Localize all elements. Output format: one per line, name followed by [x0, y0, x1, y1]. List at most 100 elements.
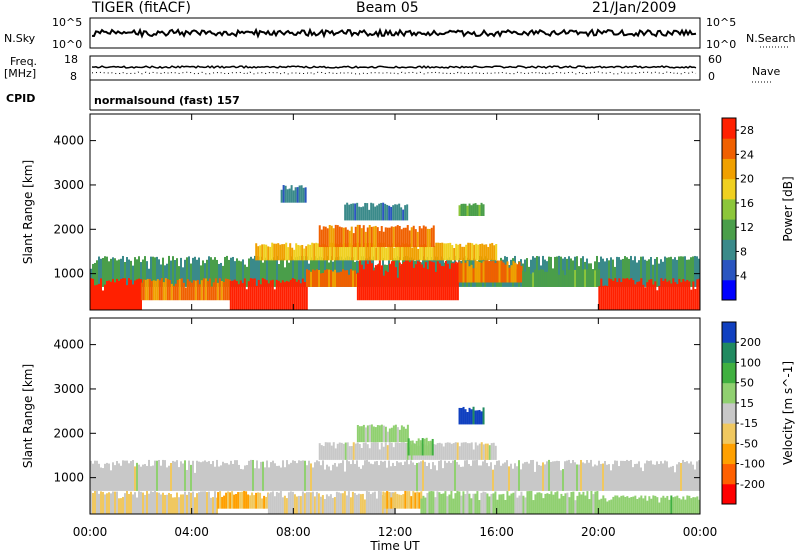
scatter-column — [206, 461, 208, 491]
scatter-column — [352, 460, 354, 491]
scatter-column — [235, 493, 238, 509]
scatter-column — [304, 187, 307, 203]
scatter-column — [556, 460, 558, 491]
scatter-column — [270, 258, 272, 287]
scatter-column — [460, 203, 463, 216]
scatter-column — [420, 264, 423, 301]
scatter-column — [388, 442, 391, 460]
scatter-column — [96, 460, 98, 491]
scatter-column — [326, 269, 329, 287]
scatter-column — [654, 464, 656, 491]
scatter-column — [454, 460, 456, 491]
scatter-column — [312, 467, 314, 491]
scatter-column — [114, 258, 116, 287]
scatter-column — [154, 460, 156, 491]
scatter-column — [620, 460, 622, 491]
scatter-column — [390, 466, 392, 491]
scatter-column — [391, 243, 394, 261]
scatter-column — [90, 268, 92, 287]
scatter-column — [178, 266, 180, 287]
scatter-column — [642, 498, 645, 514]
scatter-column — [343, 491, 346, 514]
scatter-region — [229, 278, 308, 310]
scatter-column — [570, 258, 572, 287]
scatter-column — [574, 269, 577, 287]
scatter-column — [310, 271, 313, 287]
scatter-column — [287, 492, 290, 514]
scatter-column — [518, 460, 520, 491]
scatter-column — [678, 462, 680, 491]
scatter-column — [264, 467, 266, 491]
scatter-column — [514, 491, 517, 514]
scatter-column — [442, 446, 445, 460]
scatter-column — [303, 281, 306, 310]
scatter-column — [287, 281, 290, 310]
scatter-column — [112, 257, 114, 287]
scatter-column — [466, 490, 469, 514]
scatter-column — [386, 491, 389, 509]
scatter-column — [640, 495, 643, 514]
scatter-column — [225, 492, 228, 509]
scatter-column — [618, 278, 621, 310]
scatter-column — [592, 494, 595, 514]
scatter-column — [126, 257, 128, 287]
nsearch-tick-high: 10^5 — [706, 16, 737, 29]
scatter-column — [142, 464, 144, 491]
scatter-column — [128, 463, 130, 491]
scatter-column — [435, 242, 438, 261]
scatter-column — [590, 269, 593, 287]
scatter-column — [432, 444, 435, 460]
scatter-column — [352, 270, 355, 287]
scatter-column — [674, 257, 676, 287]
scatter-column — [522, 463, 524, 491]
scatter-column — [341, 493, 344, 514]
scatter-column — [480, 442, 483, 460]
scatter-column — [186, 257, 188, 287]
freq-unit: [MHz] — [4, 67, 37, 80]
scatter-column — [357, 493, 360, 514]
scatter-column — [164, 265, 166, 287]
scatter-column — [259, 492, 262, 509]
nsky-label: N.Sky — [4, 32, 36, 45]
scatter-column — [506, 491, 509, 514]
scatter-column — [282, 185, 285, 203]
scatter-column — [468, 203, 471, 216]
scatter-column — [342, 460, 344, 491]
scatter-column — [364, 260, 367, 301]
scatter-column — [506, 261, 509, 283]
date-title: 21/Jan/2009 — [592, 0, 677, 16]
scatter-column — [360, 207, 363, 221]
scatter-column — [419, 244, 422, 261]
scatter-column — [206, 281, 209, 301]
scatter-column — [482, 491, 485, 514]
scatter-column — [354, 270, 357, 287]
scatter-column — [608, 464, 610, 491]
scatter-column — [330, 269, 333, 287]
scatter-column — [485, 244, 488, 261]
scatter-column — [382, 491, 385, 509]
scatter-column — [257, 279, 260, 310]
scatter-column — [324, 226, 327, 248]
scatter-column — [94, 490, 96, 514]
scatter-column — [321, 495, 324, 514]
scatter-column — [640, 467, 642, 491]
scatter-column — [170, 283, 173, 301]
scatter-column — [626, 257, 628, 287]
scatter-column — [578, 464, 580, 491]
scatter-column — [460, 495, 463, 514]
scatter-column — [138, 491, 140, 514]
scatter-column — [327, 246, 330, 261]
colorbar-tick-label: -100 — [740, 458, 765, 471]
scatter-column — [478, 204, 481, 216]
scatter-column — [502, 493, 505, 514]
scatter-column — [544, 464, 546, 491]
scatter-column — [474, 260, 477, 283]
scatter-column — [602, 258, 604, 287]
scatter-column — [289, 491, 292, 514]
scatter-column — [420, 461, 422, 491]
scatter-column — [472, 493, 475, 514]
scatter-column — [468, 493, 471, 514]
scatter-column — [686, 259, 688, 287]
freq-tick-low: 8 — [70, 70, 77, 83]
scatter-column — [680, 256, 682, 287]
